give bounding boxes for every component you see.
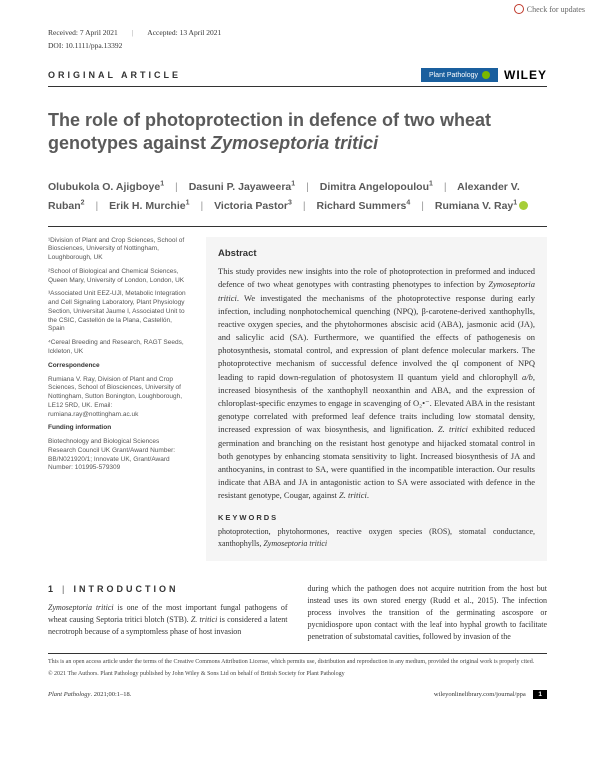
doi-text: DOI: 10.1111/ppa.13392 <box>48 41 547 50</box>
author-separator: | <box>444 181 447 193</box>
article-title: The role of photoprotection in defence o… <box>48 109 547 156</box>
heading-bar: | <box>62 584 68 594</box>
author: Erik H. Murchie1 <box>109 200 189 212</box>
funding-text: Biotechnology and Biological Sciences Re… <box>48 438 188 473</box>
section-number: 1 <box>48 584 56 594</box>
affiliation-column: ¹Division of Plant and Crop Sciences, Sc… <box>48 237 188 561</box>
abstract-italic: Z. tritici <box>339 490 367 500</box>
keywords-heading: KEYWORDS <box>218 512 535 524</box>
orcid-icon[interactable] <box>519 201 528 210</box>
affiliation: ²School of Biological and Chemical Scien… <box>48 268 188 286</box>
affiliation: ¹Division of Plant and Crop Sciences, Sc… <box>48 237 188 263</box>
affiliation: ⁴Cereal Breeding and Research, RAGT Seed… <box>48 339 188 357</box>
copyright-text: © 2021 The Authors. Plant Pathology publ… <box>48 670 547 678</box>
journal-name: Plant Pathology <box>429 72 478 79</box>
section-heading: 1 | INTRODUCTION <box>48 583 288 597</box>
footer-citation: Plant Pathology. 2021;00:1–18. <box>48 691 131 698</box>
author: Richard Summers4 <box>317 200 411 212</box>
article-type-label: ORIGINAL ARTICLE <box>48 70 181 80</box>
page-container: Check for updates Received: 7 April 2021… <box>0 0 595 782</box>
publisher-logo: WILEY <box>504 68 547 82</box>
license-text: This is an open access article under the… <box>48 658 547 666</box>
crossmark-icon <box>514 4 524 14</box>
article-type-row: ORIGINAL ARTICLE Plant Pathology WILEY <box>48 68 547 82</box>
intro-italic: Zymoseptoria tritici <box>48 603 114 612</box>
author: Dimitra Angelopoulou1 <box>320 181 433 193</box>
intro-left-column: 1|INTRODUCTION Zymoseptoria tritici is o… <box>48 583 288 643</box>
title-rule <box>48 86 547 87</box>
received-date: Received: 7 April 2021 <box>48 28 118 37</box>
journal-badges: Plant Pathology WILEY <box>421 68 547 82</box>
author-separator: | <box>96 200 99 212</box>
author-rule <box>48 226 547 227</box>
author-separator: | <box>421 200 424 212</box>
abstract-italic: Z. tritici <box>438 424 468 434</box>
accepted-date: Accepted: 13 April 2021 <box>147 28 221 37</box>
date-separator: | <box>132 28 134 37</box>
abstract-text: . <box>367 490 369 500</box>
page-footer: Plant Pathology. 2021;00:1–18. wileyonli… <box>48 691 547 710</box>
section-title: INTRODUCTION <box>74 584 179 594</box>
author: Rumiana V. Ray1 <box>435 200 528 212</box>
author: Olubukola O. Ajigboye1 <box>48 181 164 193</box>
check-updates-link[interactable]: Check for updates <box>514 4 585 14</box>
affiliation: ³Associated Unit EEZ-UJI, Metabolic Inte… <box>48 290 188 334</box>
abstract-heading: Abstract <box>218 247 535 262</box>
body-columns: ¹Division of Plant and Crop Sciences, Sc… <box>48 237 547 561</box>
footer-rule <box>48 653 547 654</box>
leaf-icon <box>482 71 490 79</box>
submission-dates: Received: 7 April 2021 | Accepted: 13 Ap… <box>48 0 547 37</box>
intro-right-column: during which the pathogen does not acqui… <box>308 583 548 643</box>
plant-pathology-badge: Plant Pathology <box>421 68 498 82</box>
page-number: 1 <box>533 690 547 699</box>
abstract-italic: a/b <box>522 372 533 382</box>
keywords-text: photoprotection, phytohormones, reactive… <box>218 526 535 551</box>
abstract-text: . We investigated the mechanisms of the … <box>218 293 535 382</box>
author-list: Olubukola O. Ajigboye1 | Dasuni P. Jayaw… <box>48 178 547 216</box>
footer-right: wileyonlinelibrary.com/journal/ppa 1 <box>434 691 547 698</box>
author: Victoria Pastor3 <box>214 200 292 212</box>
title-italic: Zymoseptoria tritici <box>211 133 378 153</box>
author-separator: | <box>306 181 309 193</box>
author-separator: | <box>200 200 203 212</box>
author-separator: | <box>303 200 306 212</box>
check-updates-label: Check for updates <box>527 5 585 14</box>
abstract-text: exhibited reduced germination and branch… <box>218 424 535 500</box>
intro-text: during which the pathogen does not acqui… <box>308 584 548 641</box>
abstract-box: Abstract This study provides new insight… <box>206 237 547 561</box>
intro-columns: 1|INTRODUCTION Zymoseptoria tritici is o… <box>48 583 547 643</box>
author: Dasuni P. Jayaweera1 <box>189 181 295 193</box>
footer-url[interactable]: wileyonlinelibrary.com/journal/ppa <box>434 691 526 698</box>
intro-italic: Z. tritici <box>191 615 217 624</box>
correspondence-text: Rumiana V. Ray, Division of Plant and Cr… <box>48 376 188 420</box>
funding-heading: Funding information <box>48 424 188 433</box>
author-separator: | <box>175 181 178 193</box>
correspondence-heading: Correspondence <box>48 362 188 371</box>
